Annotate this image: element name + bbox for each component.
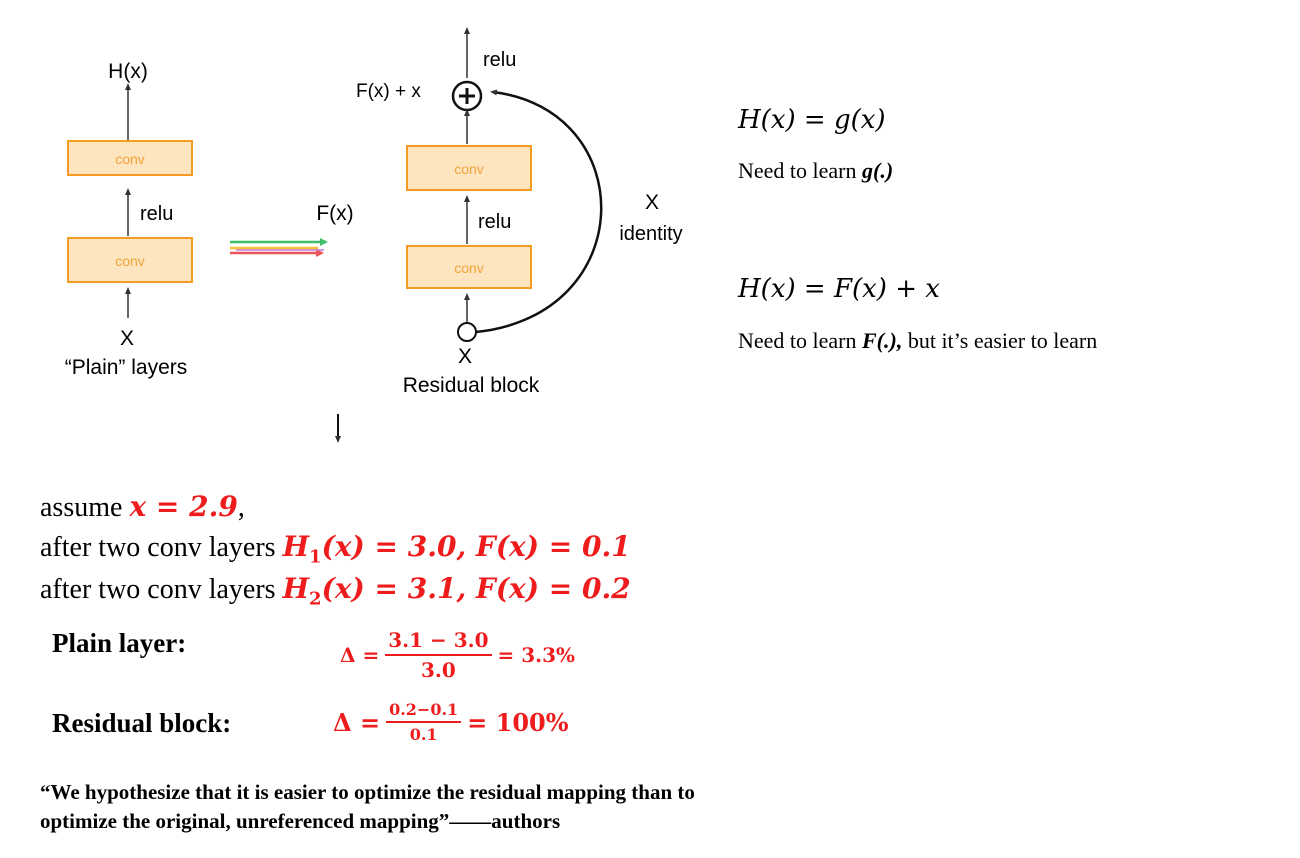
transition-label: F(x) <box>316 202 353 225</box>
residual-delta: Δ = <box>333 707 381 737</box>
plain-result: = 3.3% <box>497 643 576 667</box>
plain-conv-top-label: conv <box>115 151 145 167</box>
line1-h: H <box>282 530 310 563</box>
residual-conv-bottom-label: conv <box>454 260 484 276</box>
residual-sum-label: F(x) + x <box>356 81 421 102</box>
plain-input-label: X <box>120 327 134 350</box>
line2-prefix: after two conv layers <box>40 574 283 605</box>
plain-conv-bottom-label: conv <box>115 253 145 269</box>
residual-block: relu F(x) + x conv relu conv X identity … <box>356 27 683 397</box>
plain-numerator: 3.1 − 3.0 <box>385 628 492 656</box>
assume-suffix: , <box>237 492 245 523</box>
residual-conv-top <box>406 145 532 191</box>
residual-result: = 100% <box>467 707 569 737</box>
line1-rest: (x) = 3.0, F(x) = 0.1 <box>321 530 631 563</box>
plain-denominator: 3.0 <box>420 658 456 682</box>
residual-conv-top-label: conv <box>454 161 484 177</box>
residual-fraction: 0.2−0.1 0.1 <box>386 700 462 744</box>
residual-top-relu: relu <box>483 49 516 71</box>
plain-layers: H(x) conv relu conv X “Plain” layers <box>65 60 193 379</box>
line1-sub: 1 <box>309 546 322 568</box>
residual-input-label: X <box>458 345 472 368</box>
residual-layer-formula: Δ = 0.2−0.1 0.1 = 100% <box>333 700 569 744</box>
residual-caption: Residual block <box>403 374 540 397</box>
plain-fraction: 3.1 − 3.0 3.0 <box>385 628 492 682</box>
residual-mid-relu: relu <box>478 211 511 233</box>
line1-prefix: after two conv layers <box>40 532 283 563</box>
plain-relu-label: relu <box>140 203 173 225</box>
residual-conv-bottom <box>406 245 532 289</box>
plain-layer-heading: Plain layer: <box>52 628 187 658</box>
plain-note: Need to learn g(.) <box>738 158 893 184</box>
plain-output-label: H(x) <box>108 60 148 83</box>
example-line-2: after two conv layers H2(x) = 3.1, F(x) … <box>40 572 631 610</box>
line2-sub: 2 <box>309 588 322 610</box>
assume-line: assume x = 2.9, <box>40 490 245 524</box>
plain-conv-top <box>67 140 193 176</box>
transition-arrow: F(x) <box>230 202 354 257</box>
example-line-1: after two conv layers H1(x) = 3.0, F(x) … <box>40 530 631 568</box>
plain-layer-formula: Δ = 3.1 − 3.0 3.0 = 3.3% <box>340 628 575 682</box>
skip-sub-label: identity <box>619 223 682 245</box>
assume-value: x = 2.9 <box>129 490 238 523</box>
residual-note-bold: F(.), <box>862 328 903 353</box>
input-node <box>457 322 477 342</box>
line2-h: H <box>282 572 310 605</box>
line2-rest: (x) = 3.1, F(x) = 0.2 <box>321 572 631 605</box>
resnet-diagram: H(x) conv relu conv X “Plain” layers F(x… <box>65 27 683 443</box>
identity-skip-arc <box>475 89 603 334</box>
residual-numerator: 0.2−0.1 <box>386 700 462 723</box>
assume-prefix: assume <box>40 492 130 523</box>
plain-note-prefix: Need to learn <box>738 158 862 183</box>
plain-conv-bottom <box>67 237 193 283</box>
residual-denominator: 0.1 <box>409 725 438 744</box>
residual-equation: H(x) = F(x) + x <box>738 274 940 304</box>
residual-note: Need to learn F(.), but it’s easier to l… <box>738 328 1097 354</box>
plain-delta: Δ = <box>340 643 380 667</box>
plain-note-bold: g(.) <box>862 158 894 183</box>
plain-equation: H(x) = g(x) <box>738 105 886 135</box>
quote-line-2: optimize the original, unreferenced mapp… <box>40 809 561 833</box>
plain-caption: “Plain” layers <box>65 356 188 379</box>
skip-label: X <box>645 191 659 214</box>
residual-layer-heading: Residual block: <box>52 708 232 738</box>
residual-note-suffix: but it’s easier to learn <box>902 328 1098 353</box>
authors-quote: “We hypothesize that it is easier to opt… <box>40 778 695 836</box>
residual-note-prefix: Need to learn <box>738 328 862 353</box>
quote-line-1: “We hypothesize that it is easier to opt… <box>40 780 695 804</box>
